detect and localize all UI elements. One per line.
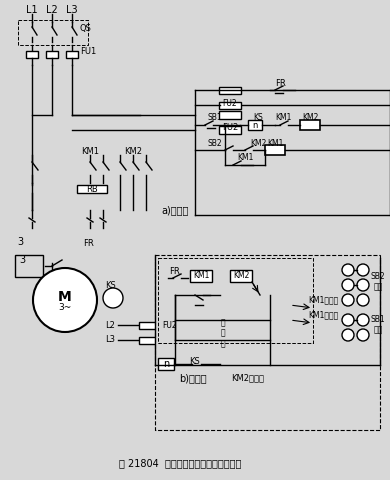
Text: FU2: FU2 bbox=[162, 321, 177, 329]
Text: L2: L2 bbox=[46, 5, 58, 15]
Bar bbox=[248, 120, 262, 130]
Text: L3: L3 bbox=[66, 5, 78, 15]
Text: n: n bbox=[163, 359, 169, 369]
Text: FR: FR bbox=[83, 239, 93, 248]
Text: RB: RB bbox=[86, 184, 98, 193]
Text: KM2: KM2 bbox=[302, 113, 318, 122]
Circle shape bbox=[357, 314, 369, 326]
Text: 3: 3 bbox=[19, 255, 25, 265]
Text: FU2: FU2 bbox=[222, 123, 238, 132]
Text: 3: 3 bbox=[17, 237, 23, 247]
Text: SB1
停止: SB1 停止 bbox=[370, 315, 385, 335]
Text: SB2: SB2 bbox=[208, 139, 222, 147]
Text: KM1: KM1 bbox=[193, 272, 209, 280]
Text: KM1: KM1 bbox=[267, 139, 283, 147]
Text: FU1: FU1 bbox=[80, 48, 96, 57]
Circle shape bbox=[342, 314, 354, 326]
Text: L3: L3 bbox=[105, 336, 115, 345]
Bar bbox=[158, 258, 313, 343]
Text: n: n bbox=[252, 120, 258, 130]
Text: L1: L1 bbox=[26, 5, 38, 15]
Text: FR: FR bbox=[275, 79, 285, 87]
Circle shape bbox=[357, 329, 369, 341]
Bar bbox=[46, 50, 58, 58]
Circle shape bbox=[103, 288, 123, 308]
Text: SB2
起动: SB2 起动 bbox=[370, 272, 385, 292]
Text: b)接线图: b)接线图 bbox=[179, 373, 207, 383]
Bar bbox=[66, 50, 78, 58]
Text: KM2: KM2 bbox=[250, 139, 266, 147]
Bar bbox=[15, 255, 43, 277]
Text: FU2: FU2 bbox=[223, 98, 237, 108]
Text: 3~: 3~ bbox=[58, 303, 72, 312]
Text: 图 21804  单向运转反接制动控制线路图: 图 21804 单向运转反接制动控制线路图 bbox=[119, 458, 241, 468]
Text: FR: FR bbox=[170, 267, 180, 276]
Text: KS: KS bbox=[253, 113, 263, 122]
Text: L2: L2 bbox=[105, 321, 115, 329]
Bar bbox=[219, 126, 241, 134]
Bar bbox=[265, 145, 285, 155]
Text: KM2自锁线: KM2自锁线 bbox=[232, 373, 264, 383]
Circle shape bbox=[342, 264, 354, 276]
Bar bbox=[219, 101, 241, 108]
Text: QS: QS bbox=[80, 24, 92, 33]
Text: KM2: KM2 bbox=[124, 147, 142, 156]
Text: KM1自锁线: KM1自锁线 bbox=[308, 311, 338, 320]
Bar bbox=[219, 111, 241, 119]
Circle shape bbox=[342, 329, 354, 341]
Bar bbox=[139, 336, 157, 344]
Text: 电
源
线: 电 源 线 bbox=[221, 318, 225, 348]
Bar bbox=[18, 20, 88, 45]
Text: KM1线圈线: KM1线圈线 bbox=[308, 296, 338, 304]
Circle shape bbox=[33, 268, 97, 332]
Text: KM1: KM1 bbox=[275, 113, 291, 122]
Circle shape bbox=[342, 294, 354, 306]
Circle shape bbox=[357, 294, 369, 306]
Bar bbox=[77, 185, 107, 193]
Text: KS: KS bbox=[105, 280, 115, 289]
Text: SB1: SB1 bbox=[208, 113, 222, 122]
Text: M: M bbox=[58, 290, 72, 304]
Bar bbox=[300, 120, 320, 130]
Text: KM2: KM2 bbox=[233, 272, 249, 280]
Bar bbox=[155, 255, 380, 430]
Bar bbox=[139, 322, 157, 328]
Bar bbox=[230, 270, 252, 282]
Bar bbox=[26, 50, 38, 58]
Circle shape bbox=[357, 279, 369, 291]
Circle shape bbox=[342, 279, 354, 291]
Circle shape bbox=[357, 264, 369, 276]
Bar bbox=[219, 86, 241, 94]
Bar bbox=[158, 358, 174, 370]
Bar bbox=[190, 270, 212, 282]
Text: KS: KS bbox=[190, 358, 200, 367]
Text: KM1: KM1 bbox=[81, 147, 99, 156]
Text: a)原理图: a)原理图 bbox=[161, 205, 189, 215]
Text: KM1: KM1 bbox=[237, 154, 253, 163]
